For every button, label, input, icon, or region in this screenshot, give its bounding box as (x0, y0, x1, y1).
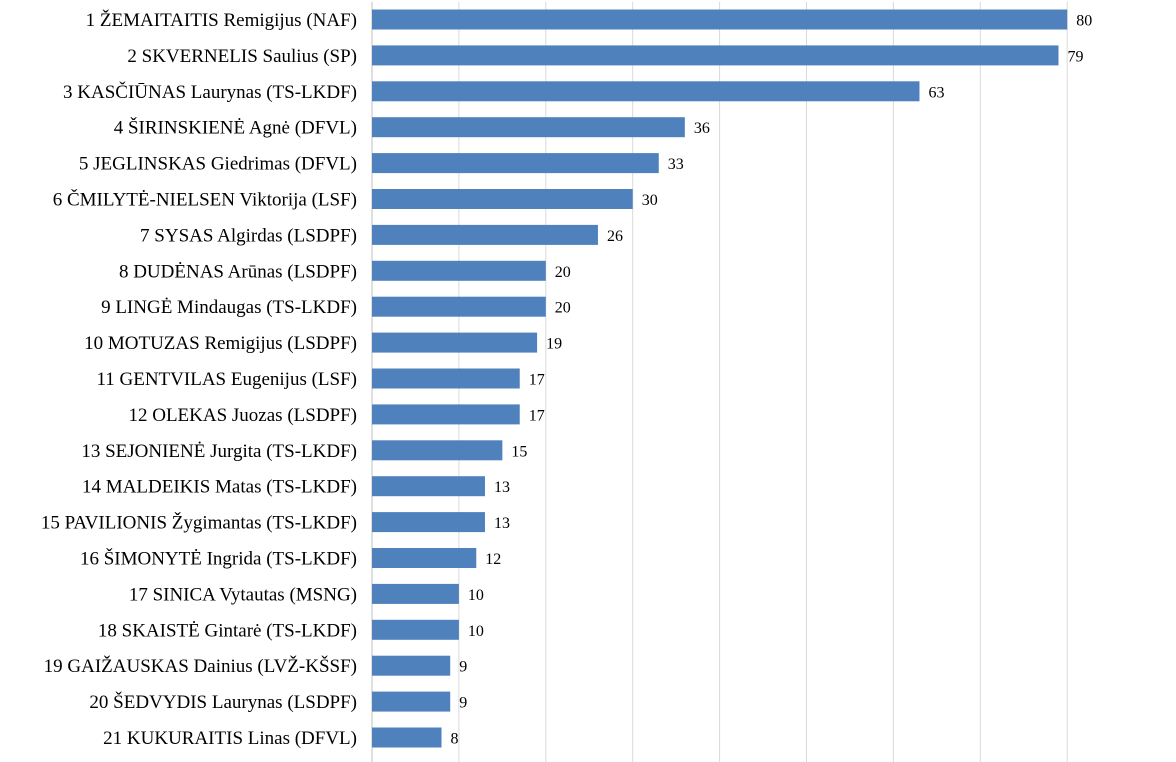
bar-20 (372, 691, 451, 712)
category-label-17: 17 SINICA Vytautas (MSNG) (129, 584, 357, 605)
value-label-11: 17 (529, 372, 545, 389)
bar-2 (372, 45, 1059, 66)
category-label-12: 12 OLEKAS Juozas (LSDPF) (128, 405, 357, 426)
category-label-21: 21 KUKURAITIS Linas (DFVL) (103, 728, 357, 749)
category-label-20: 20 ŠEDVYDIS Laurynas (LSDPF) (89, 691, 357, 713)
value-label-6: 30 (642, 192, 658, 209)
value-label-17: 10 (468, 587, 484, 604)
bar-19 (372, 655, 451, 676)
category-label-13: 13 SEJONIENĖ Jurgita (TS-LKDF) (81, 441, 357, 462)
category-label-4: 4 ŠIRINSKIENĖ Agnė (DFVL) (114, 117, 357, 139)
category-label-7: 7 SYSAS Algirdas (LSDPF) (140, 225, 357, 246)
value-label-18: 10 (468, 623, 484, 640)
value-label-21: 8 (451, 731, 459, 748)
category-label-11: 11 GENTVILAS Eugenijus (LSF) (96, 369, 357, 390)
bar-12 (372, 404, 520, 425)
category-labels: 1 ŽEMAITAITIS Remigijus (NAF) 2 SKVERNELI… (41, 9, 357, 749)
value-label-5: 33 (668, 156, 684, 173)
bar-13 (372, 440, 503, 461)
category-label-2: 2 SKVERNELIS Saulius (SP) (127, 46, 357, 67)
bar-16 (372, 548, 477, 568)
category-label-6: 6 ČMILYTĖ-NIELSEN Viktorija (LSF) (53, 189, 357, 211)
bar-11 (372, 368, 520, 389)
bar-1 (372, 9, 1068, 30)
bar-5 (372, 153, 659, 174)
category-label-19: 19 GAIŽAUSKAS Dainius (LVŽ-KŠSF) (44, 655, 357, 677)
value-label-1: 80 (1076, 13, 1092, 30)
value-label-10: 19 (546, 336, 562, 353)
bar-17 (372, 583, 459, 604)
category-label-9: 9 LINGĖ Mindaugas (TS-LKDF) (101, 297, 357, 318)
value-label-7: 26 (607, 228, 623, 245)
bar-7 (372, 224, 598, 245)
bar-21 (372, 727, 442, 748)
bar-8 (372, 260, 546, 281)
value-labels: 80 79 63 36 33 30 26 20 20 19 17 17 15 13 13 12 10 10 9 9 8 (451, 13, 1093, 748)
value-label-4: 36 (694, 120, 710, 137)
category-label-3: 3 KASČIŪNAS Laurynas (TS-LKDF) (63, 81, 357, 103)
bar-15 (372, 512, 485, 533)
bar-6 (372, 189, 633, 209)
value-label-16: 12 (485, 551, 501, 568)
bars (372, 9, 1068, 748)
bar-3 (372, 81, 920, 102)
bar-14 (372, 476, 485, 497)
value-label-15: 13 (494, 515, 510, 532)
value-label-20: 9 (459, 695, 467, 712)
bar-9 (372, 296, 546, 317)
category-label-14: 14 MALDEIKIS Matas (TS-LKDF) (82, 477, 357, 498)
category-label-18: 18 SKAISTĖ Gintarė (TS-LKDF) (98, 620, 357, 641)
value-label-2: 79 (1068, 48, 1084, 65)
value-label-19: 9 (459, 659, 467, 676)
bar-4 (372, 117, 685, 138)
value-label-14: 13 (494, 479, 510, 496)
value-label-3: 63 (928, 84, 944, 101)
bar-18 (372, 619, 459, 640)
category-label-8: 8 DUDĖNAS Arūnas (LSDPF) (119, 261, 357, 282)
category-label-10: 10 MOTUZAS Remigijus (LSDPF) (84, 333, 357, 354)
value-label-13: 15 (511, 443, 527, 460)
value-label-12: 17 (529, 407, 545, 424)
value-label-9: 20 (555, 300, 571, 317)
value-label-8: 20 (555, 264, 571, 281)
category-label-15: 15 PAVILIONIS Žygimantas (TS-LKDF) (41, 512, 357, 534)
category-label-1: 1 ŽEMAITAITIS Remigijus (NAF) (86, 9, 357, 31)
category-label-16: 16 ŠIMONYTĖ Ingrida (TS-LKDF) (80, 548, 357, 570)
category-label-5: 5 JEGLINSKAS Giedrimas (DFVL) (79, 154, 357, 175)
bar-10 (372, 332, 538, 353)
